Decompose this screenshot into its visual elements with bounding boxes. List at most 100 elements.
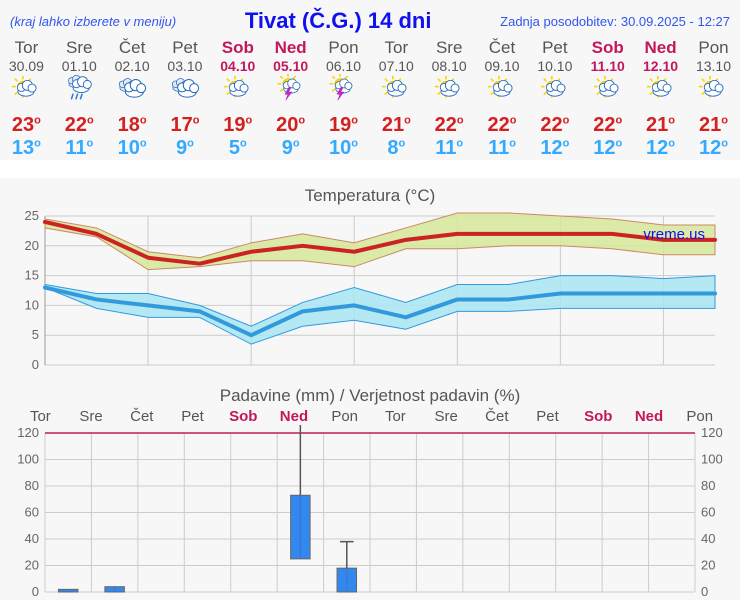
- weather-icon-9: [476, 74, 529, 114]
- day-temp-hi-0: 23o: [0, 114, 53, 137]
- day-temp-hi-7: 21o: [370, 114, 423, 137]
- top-header: (kraj lahko izberete v meniju) Tivat (Č.…: [0, 0, 740, 36]
- day-temp-lo-8: 11o: [423, 137, 476, 160]
- temperature-chart-title: Temperatura (°C): [0, 186, 740, 206]
- day-temp-hi-2: 18o: [106, 114, 159, 137]
- precipitation-chart-svg[interactable]: 0 0 20 20 40 40 60 60 80 80 100 100 120 120: [15, 425, 725, 600]
- day-temp-hi-5: 20o: [264, 114, 317, 137]
- day-header-12[interactable]: Ned: [634, 36, 687, 58]
- svg-text:10: 10: [25, 297, 39, 312]
- day-header-8[interactable]: Sre: [423, 36, 476, 58]
- day-name-label-10: Pet: [528, 36, 581, 58]
- day-temp-hi-4: 19o: [211, 114, 264, 137]
- day-date-3: 03.10: [159, 58, 212, 74]
- day-date-5: 05.10: [264, 58, 317, 74]
- day-name-label-7: Tor: [370, 36, 423, 58]
- day-date-11: 11.10: [581, 58, 634, 74]
- svg-text:20: 20: [25, 558, 39, 573]
- weather-icon-11: [581, 74, 634, 114]
- day-name-label-5: Ned: [264, 36, 317, 58]
- day-temp-lo-9: 11o: [476, 137, 529, 160]
- svg-text:25: 25: [25, 208, 39, 223]
- day-header-1[interactable]: Sre: [53, 36, 106, 58]
- svg-text:60: 60: [25, 505, 39, 520]
- weather-icon-2: [106, 74, 159, 114]
- svg-text:15: 15: [25, 268, 39, 283]
- day-header-2[interactable]: Čet: [106, 36, 159, 58]
- svg-text:40: 40: [25, 531, 39, 546]
- day-temp-lo-5: 9o: [264, 137, 317, 160]
- day-temp-lo-3: 9o: [159, 137, 212, 160]
- weather-icon-8: [423, 74, 476, 114]
- day-name-label-3: Pet: [159, 36, 212, 58]
- day-temp-hi-3: 17o: [159, 114, 212, 137]
- day-temp-lo-0: 13o: [0, 137, 53, 160]
- svg-text:100: 100: [17, 452, 39, 467]
- weather-icon-0: [0, 74, 53, 114]
- chart-watermark: vreme.us: [643, 226, 705, 243]
- svg-text:5: 5: [32, 327, 39, 342]
- svg-text:80: 80: [25, 478, 39, 493]
- day-dates-row: 30.09 01.10 02.10 03.10 04.10 05.10 06.1…: [0, 58, 740, 74]
- day-name-label-2: Čet: [106, 36, 159, 58]
- day-header-5[interactable]: Ned: [264, 36, 317, 58]
- svg-text:80: 80: [701, 478, 715, 493]
- day-date-13: 13.10: [687, 58, 740, 74]
- day-name-label-0: Tor: [0, 36, 53, 58]
- day-temp-lo-11: 12o: [581, 137, 634, 160]
- day-date-4: 04.10: [211, 58, 264, 74]
- day-names-row: Tor Sre Čet Pet Sob Ned Pon Tor Sre Čet …: [0, 36, 740, 58]
- weather-icon-1: [53, 74, 106, 114]
- day-date-1: 01.10: [53, 58, 106, 74]
- precip-day-label-4: Sob: [218, 408, 269, 425]
- svg-text:0: 0: [32, 357, 39, 372]
- precip-day-label-13: Pon: [674, 408, 725, 425]
- temperature-chart-section: Temperatura (°C) 0 5 10 15 20 25 vreme.us: [0, 178, 740, 378]
- day-name-label-8: Sre: [423, 36, 476, 58]
- precipitation-chart-wrap: 0 0 20 20 40 40 60 60 80 80 100 100 120 120: [15, 425, 725, 600]
- day-temp-lo-13: 12o: [687, 137, 740, 160]
- day-date-2: 02.10: [106, 58, 159, 74]
- day-temp-hi-8: 22o: [423, 114, 476, 137]
- day-header-3[interactable]: Pet: [159, 36, 212, 58]
- day-temp-lo-7: 8o: [370, 137, 423, 160]
- svg-text:0: 0: [32, 584, 39, 599]
- precip-day-label-10: Pet: [522, 408, 573, 425]
- day-header-10[interactable]: Pet: [528, 36, 581, 58]
- svg-text:40: 40: [701, 531, 715, 546]
- svg-text:100: 100: [701, 452, 723, 467]
- day-name-label-11: Sob: [581, 36, 634, 58]
- day-header-6[interactable]: Pon: [317, 36, 370, 58]
- day-temp-lo-10: 12o: [528, 137, 581, 160]
- weather-icon-5: [264, 74, 317, 114]
- precip-day-label-7: Tor: [370, 408, 421, 425]
- svg-text:120: 120: [701, 425, 723, 440]
- temperature-chart-svg[interactable]: 0 5 10 15 20 25: [15, 208, 725, 373]
- day-name-label-6: Pon: [317, 36, 370, 58]
- day-header-11[interactable]: Sob: [581, 36, 634, 58]
- day-temp-lo-6: 10o: [317, 137, 370, 160]
- day-header-9[interactable]: Čet: [476, 36, 529, 58]
- day-header-7[interactable]: Tor: [370, 36, 423, 58]
- precip-day-label-2: Čet: [116, 408, 167, 425]
- weather-icon-3: [159, 74, 212, 114]
- precip-day-label-11: Sob: [573, 408, 624, 425]
- day-temp-hi-12: 21o: [634, 114, 687, 137]
- precip-day-label-12: Ned: [624, 408, 675, 425]
- day-header-4[interactable]: Sob: [211, 36, 264, 58]
- day-icons-row: [0, 74, 740, 114]
- precipitation-chart-title: Padavine (mm) / Verjetnost padavin (%): [0, 386, 740, 406]
- location-hint[interactable]: (kraj lahko izberete v meniju): [10, 14, 176, 29]
- temperature-chart-wrap: 0 5 10 15 20 25 vreme.us: [15, 208, 725, 378]
- day-lo-row: 13o 11o 10o 9o 5o 9o 10o 8o 11o 11o 12o …: [0, 137, 740, 160]
- day-date-8: 08.10: [423, 58, 476, 74]
- day-date-9: 09.10: [476, 58, 529, 74]
- section-separator: [0, 160, 740, 178]
- city-title: Tivat (Č.G.) 14 dni: [245, 8, 432, 34]
- day-header-13[interactable]: Pon: [687, 36, 740, 58]
- day-header-0[interactable]: Tor: [0, 36, 53, 58]
- day-temp-hi-9: 22o: [476, 114, 529, 137]
- weather-app: (kraj lahko izberete v meniju) Tivat (Č.…: [0, 0, 740, 600]
- day-name-label-1: Sre: [53, 36, 106, 58]
- precip-day-label-0: Tor: [15, 408, 66, 425]
